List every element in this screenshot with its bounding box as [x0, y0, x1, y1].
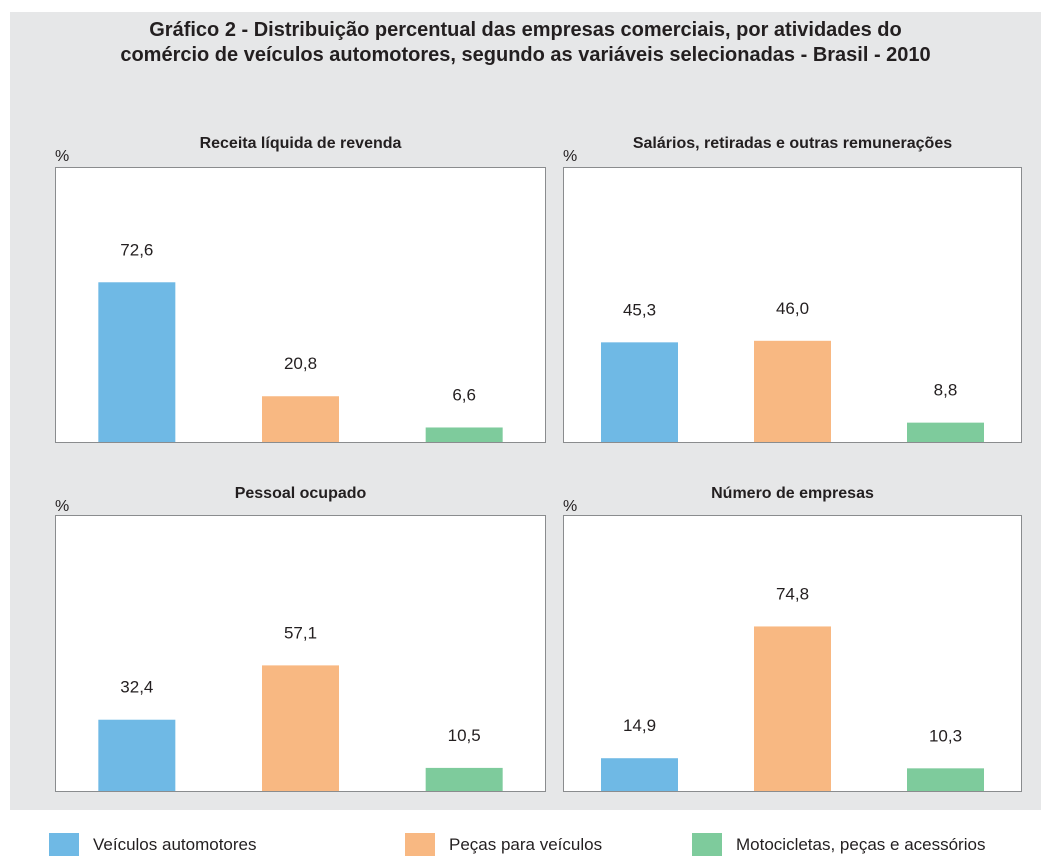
legend-swatch	[49, 833, 79, 856]
chart-title: Número de empresas	[711, 485, 874, 502]
bar	[98, 282, 176, 442]
bar	[98, 719, 176, 791]
unit-label: %	[55, 498, 69, 515]
bar	[425, 767, 503, 791]
unit-label: %	[563, 498, 577, 515]
chart-title: Salários, retiradas e outras remuneraçõe…	[633, 135, 952, 152]
data-label: 8,8	[934, 381, 958, 400]
legend-label: Peças para veículos	[449, 835, 603, 854]
chart-title: Pessoal ocupado	[235, 485, 367, 502]
chart-salarios: Salários, retiradas e outras remuneraçõe…	[563, 130, 1022, 443]
legend-label: Veículos automotores	[93, 835, 257, 854]
unit-label: %	[55, 148, 69, 165]
chart-svg: Pessoal ocupado% 32,4 57,1 10,5	[55, 485, 546, 792]
bar	[601, 758, 678, 791]
data-label: 46,0	[776, 299, 809, 318]
chart-svg: Salários, retiradas e outras remuneraçõe…	[563, 135, 1022, 443]
data-label: 72,6	[120, 240, 153, 259]
data-label: 14,9	[623, 716, 656, 735]
figure-title-line-2: comércio de veículos automotores, segund…	[120, 44, 931, 66]
bar	[262, 665, 339, 791]
figure-title: Gráfico 2 - Distribuição percentual das …	[0, 18, 1051, 68]
data-label: 74,8	[776, 584, 809, 603]
unit-label: %	[563, 148, 577, 165]
chart-svg: Número de empresas% 14,9 74,8 10,3	[563, 485, 1022, 792]
bar	[425, 427, 503, 442]
legend-swatch	[692, 833, 722, 856]
chart-receita-liquida: Receita líquida de revenda% 72,6 20,8 6,6	[55, 130, 546, 443]
bar	[907, 422, 984, 442]
data-label: 6,6	[452, 385, 476, 404]
legend-label: Motocicletas, peças e acessórios	[736, 835, 986, 854]
data-label: 10,5	[448, 726, 481, 745]
bar	[262, 396, 339, 442]
data-label: 32,4	[120, 678, 153, 697]
data-label: 57,1	[284, 623, 317, 642]
figure-title-line-1: Gráfico 2 - Distribuição percentual das …	[149, 19, 902, 41]
data-label: 10,3	[929, 726, 962, 745]
bar	[601, 342, 678, 442]
bar	[754, 340, 831, 442]
bar	[907, 768, 984, 791]
data-label: 20,8	[284, 354, 317, 373]
chart-pessoal-ocupado: Pessoal ocupado% 32,4 57,1 10,5	[55, 480, 546, 792]
chart-svg: Receita líquida de revenda% 72,6 20,8 6,6	[55, 135, 546, 443]
legend-swatch	[405, 833, 435, 856]
bar	[754, 626, 831, 791]
chart-title: Receita líquida de revenda	[200, 135, 402, 152]
data-label: 45,3	[623, 300, 656, 319]
chart-numero-empresas: Número de empresas% 14,9 74,8 10,3	[563, 480, 1022, 792]
